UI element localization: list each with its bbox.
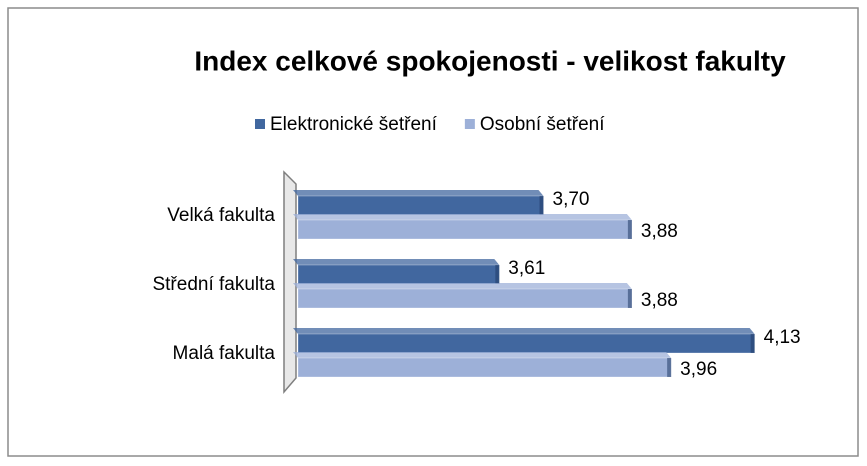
- bar: [297, 357, 672, 378]
- bar-end: [539, 196, 544, 215]
- bar: [297, 195, 544, 216]
- bar-end: [750, 334, 755, 353]
- legend-label: Osobní šetření: [480, 114, 605, 135]
- data-label: 4,13: [764, 327, 801, 348]
- bar-top: [293, 352, 672, 358]
- data-label: 3,70: [553, 189, 590, 210]
- legend-swatch: [255, 119, 265, 129]
- bar-top: [293, 259, 500, 265]
- bar: [297, 219, 633, 240]
- bar-top: [293, 283, 632, 289]
- bar-top: [293, 190, 544, 196]
- bar-top: [293, 214, 632, 220]
- category-label: Malá fakulta: [173, 343, 276, 364]
- bar: [297, 333, 756, 354]
- chart-title: Index celkové spokojenosti - velikost fa…: [194, 45, 786, 76]
- bar: [297, 264, 500, 285]
- bar-end: [627, 289, 632, 308]
- bar-top: [293, 328, 755, 334]
- data-label: 3,96: [680, 359, 717, 380]
- bar-end: [627, 220, 632, 239]
- category-label: Střední fakulta: [152, 274, 275, 295]
- category-label: Velká fakulta: [167, 205, 275, 226]
- data-label: 3,88: [641, 221, 678, 242]
- legend-label: Elektronické šetření: [270, 114, 438, 135]
- legend-swatch: [464, 119, 475, 129]
- data-label: 3,61: [508, 258, 545, 279]
- bar-end: [667, 358, 672, 377]
- data-label: 3,88: [641, 290, 678, 311]
- bar: [297, 288, 633, 309]
- bar-end: [495, 265, 500, 284]
- back-wall: [283, 170, 297, 395]
